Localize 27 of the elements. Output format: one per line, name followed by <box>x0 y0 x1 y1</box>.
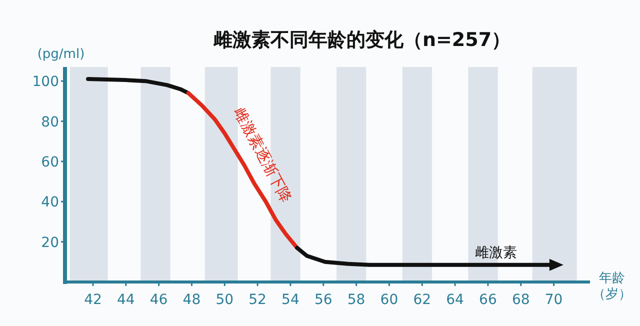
x-tick-label: 44 <box>116 292 135 308</box>
x-tick-label: 50 <box>216 292 234 308</box>
x-tick-label: 60 <box>380 292 398 308</box>
y-tick-label: 20 <box>41 234 59 251</box>
x-axis-title: 年龄（岁） <box>592 271 632 302</box>
x-tick-label: 62 <box>413 292 432 308</box>
x-tick-label: 64 <box>446 292 464 308</box>
x-tick-label: 52 <box>248 292 266 308</box>
chart-title: 雌激素不同年龄的变化（n=257） <box>212 29 511 51</box>
x-tick-label: 66 <box>479 292 497 308</box>
x-tick-label: 70 <box>544 292 563 308</box>
x-tick-label: 48 <box>182 292 201 308</box>
x-tick-label: 68 <box>512 292 530 308</box>
annotation: 雌激素 <box>475 244 518 261</box>
line-series <box>86 77 190 96</box>
x-tick-label: 46 <box>150 292 168 308</box>
line-series <box>186 91 300 250</box>
annotation: 雌激素逐渐下降 <box>230 104 296 206</box>
y-tick-label: 40 <box>41 194 59 211</box>
x-tick-label: 42 <box>84 292 102 308</box>
y-tick-label: 100 <box>32 74 59 90</box>
y-tick-label: 60 <box>41 154 59 170</box>
x-tick-label: 56 <box>314 292 332 308</box>
x-tick-label: 54 <box>282 292 300 308</box>
x-tick-label: 58 <box>347 292 366 308</box>
y-tick-label: 80 <box>41 114 59 130</box>
y-axis-title: (pg/ml) <box>37 47 85 62</box>
